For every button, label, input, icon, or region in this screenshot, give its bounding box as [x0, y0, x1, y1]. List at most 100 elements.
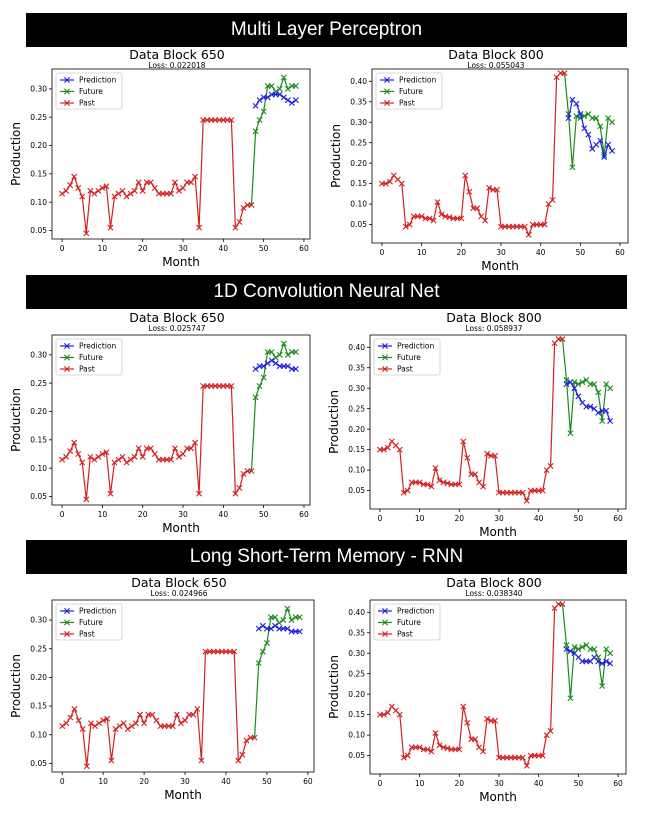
point-prediction: [567, 648, 574, 655]
point-past: [492, 717, 499, 724]
point-past: [456, 481, 463, 488]
point-prediction: [605, 141, 612, 148]
series-line-future: [561, 339, 611, 434]
point-past: [480, 483, 487, 490]
y-tick-label: 0.40: [350, 77, 367, 86]
point-past: [396, 446, 403, 453]
x-axis-label: Month: [481, 259, 519, 273]
x-tick-label: 20: [138, 244, 148, 253]
point-past: [196, 490, 203, 497]
series-past: [59, 383, 255, 503]
legend-box: [55, 72, 123, 110]
point-future: [292, 83, 299, 89]
point-past: [460, 438, 467, 445]
point-past: [232, 490, 239, 497]
point-past: [115, 456, 122, 463]
point-prediction: [252, 366, 259, 372]
legend: Prediction Future Past: [55, 603, 123, 641]
point-past: [131, 453, 138, 460]
legend-past-label: Past: [399, 99, 415, 108]
point-past: [484, 450, 491, 457]
x-tick-label: 60: [613, 514, 623, 523]
point-prediction: [573, 100, 580, 107]
y-tick-label: 0.40: [348, 343, 365, 352]
y-tick-label: 0.25: [350, 138, 367, 147]
series-line-past: [61, 385, 252, 500]
y-tick-label: 0.15: [350, 179, 367, 188]
point-past: [99, 451, 106, 457]
point-prediction: [276, 91, 283, 98]
x-tick-label: 60: [299, 510, 309, 519]
point-future: [597, 123, 604, 130]
point-past: [240, 470, 247, 477]
point-prediction: [565, 115, 572, 122]
point-past: [83, 763, 90, 770]
point-past: [235, 757, 242, 764]
point-past: [182, 717, 189, 724]
chart-title: Data Block 800: [448, 47, 544, 62]
point-past: [240, 204, 247, 211]
point-future: [256, 383, 263, 389]
point-past: [63, 720, 70, 727]
series-prediction: [255, 622, 303, 635]
legend-past-label: Past: [397, 630, 413, 639]
x-tick-label: 30: [494, 779, 504, 788]
point-future: [268, 83, 275, 89]
section-banner-cnn: 1D Convolution Neural Net: [26, 275, 627, 309]
y-tick-label: 0.30: [348, 384, 365, 393]
legend-prediction-label: Prediction: [399, 76, 437, 85]
point-future: [292, 349, 299, 355]
point-past: [559, 601, 566, 608]
point-past: [474, 205, 481, 212]
x-tick-label: 0: [380, 248, 385, 257]
y-axis-label: Production: [9, 654, 23, 718]
chart-subtitle: Loss: 0.025747: [148, 324, 205, 333]
point-future: [591, 381, 598, 388]
chart-title: Data Block 650: [129, 47, 225, 62]
point-future: [569, 164, 576, 171]
point-past: [75, 451, 82, 457]
point-future: [255, 660, 262, 667]
y-axis-label: Production: [9, 388, 23, 452]
point-future: [573, 113, 580, 120]
x-tick-label: 60: [615, 248, 625, 257]
point-future: [595, 389, 602, 396]
point-prediction: [259, 622, 266, 629]
point-past: [147, 445, 154, 452]
point-future: [284, 85, 291, 92]
point-past: [231, 648, 238, 655]
point-past: [63, 453, 70, 460]
point-past: [139, 187, 146, 194]
point-past: [228, 383, 235, 389]
legend-future-marker: [64, 619, 70, 626]
point-past: [539, 752, 546, 759]
x-tick-label: 40: [221, 777, 231, 786]
point-past: [482, 217, 489, 224]
point-future: [272, 614, 279, 621]
point-past: [99, 185, 106, 191]
point-past: [169, 723, 176, 730]
series-line-past: [61, 651, 255, 767]
point-prediction: [260, 363, 267, 370]
point-past: [111, 193, 118, 200]
chart-title: Data Block 800: [446, 310, 542, 325]
x-tick-label: 40: [219, 244, 229, 253]
point-prediction: [603, 407, 610, 414]
series-past: [59, 117, 255, 237]
legend-prediction-marker: [384, 77, 390, 83]
y-tick-label: 0.10: [348, 466, 365, 475]
x-axis-label: Month: [164, 788, 202, 802]
x-tick-label: 20: [455, 514, 465, 523]
legend-prediction-label: Prediction: [79, 76, 117, 85]
point-past: [137, 711, 144, 718]
chart-subtitle: Loss: 0.024966: [150, 589, 207, 598]
point-past: [127, 456, 134, 463]
point-past: [426, 215, 433, 222]
legend: Prediction Future Past: [55, 72, 123, 110]
point-past: [95, 453, 102, 460]
point-prediction: [587, 403, 594, 410]
x-axis-label: Month: [479, 525, 517, 539]
legend: Prediction Future Past: [373, 603, 441, 641]
y-tick-label: 0.20: [348, 690, 365, 699]
y-tick-label: 0.30: [30, 616, 47, 625]
